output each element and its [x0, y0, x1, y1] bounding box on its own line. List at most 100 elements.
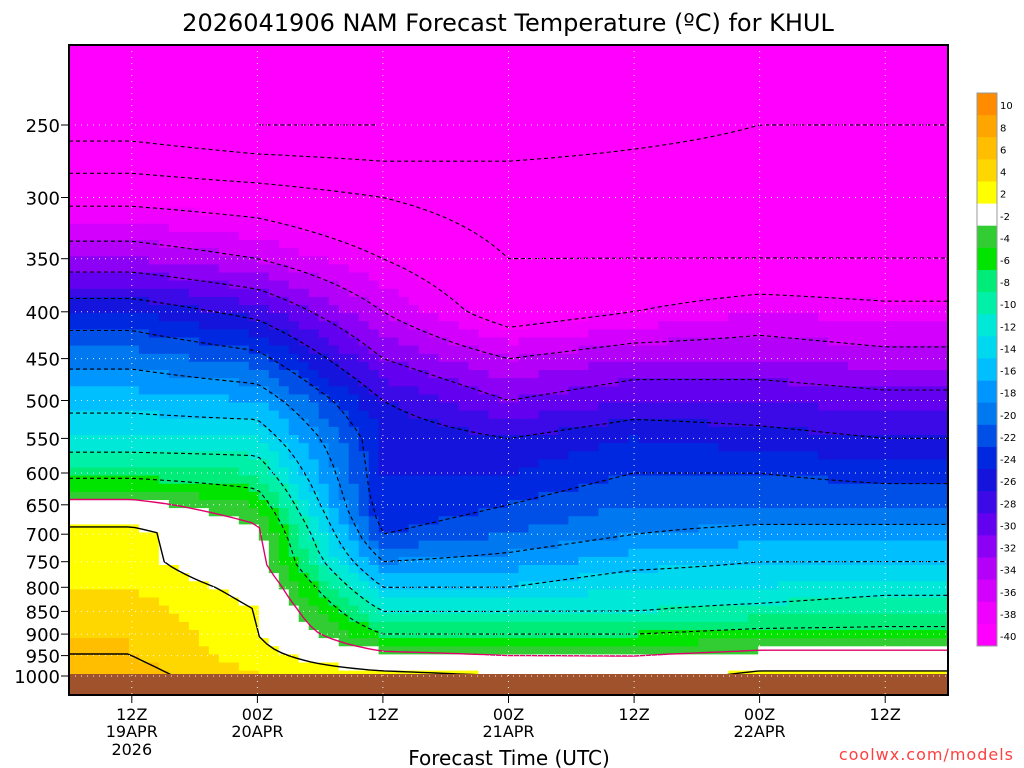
field-cell — [438, 191, 450, 200]
field-cell — [79, 256, 90, 265]
field-cell — [568, 402, 579, 412]
field-cell — [858, 110, 869, 119]
field-cell — [328, 231, 340, 241]
field-cell — [528, 199, 540, 209]
field-cell — [558, 296, 569, 306]
field-cell — [148, 329, 160, 339]
field-cell — [588, 353, 599, 363]
field-cell — [668, 337, 679, 347]
field-cell — [568, 223, 579, 233]
field-cell — [368, 443, 380, 452]
field-cell — [898, 321, 909, 330]
field-cell — [138, 402, 150, 412]
field-cell — [268, 467, 280, 477]
field-cell — [718, 183, 729, 192]
field-cell — [798, 337, 809, 347]
field-cell — [188, 85, 200, 95]
field-cell — [818, 77, 829, 87]
field-cell — [728, 199, 739, 209]
field-cell — [808, 410, 819, 420]
field-cell — [218, 69, 230, 79]
field-cell — [358, 158, 370, 168]
field-cell — [538, 313, 550, 322]
field-cell — [768, 256, 779, 265]
field-cell — [798, 264, 809, 274]
field-cell — [598, 45, 609, 54]
plot-area — [68, 44, 949, 696]
field-cell — [278, 93, 290, 103]
field-cell — [588, 248, 599, 257]
field-cell — [288, 280, 300, 290]
field-cell — [69, 61, 80, 70]
field-cell — [89, 134, 100, 144]
field-cell — [388, 491, 400, 501]
field-cell — [878, 77, 889, 87]
field-cell — [178, 110, 190, 119]
field-cell — [138, 110, 150, 119]
field-cell — [109, 134, 120, 144]
field-cell — [768, 337, 779, 347]
field-cell — [608, 264, 619, 274]
field-cell — [918, 240, 929, 249]
field-cell — [338, 53, 350, 62]
field-cell — [578, 288, 589, 298]
field-cell — [758, 475, 769, 485]
field-cell — [158, 305, 170, 314]
field-cell — [188, 296, 200, 306]
field-cell — [628, 402, 639, 412]
field-cell — [358, 467, 370, 477]
field-cell — [478, 85, 490, 95]
field-cell — [128, 199, 140, 209]
field-cell — [178, 459, 190, 469]
field-cell — [528, 264, 540, 274]
field-cell — [848, 101, 859, 111]
field-cell — [568, 248, 579, 257]
field-cell — [428, 394, 440, 404]
field-cell — [718, 85, 729, 95]
field-cell — [768, 321, 779, 330]
field-cell — [728, 45, 739, 54]
field-cell — [398, 61, 410, 70]
field-cell — [308, 378, 320, 387]
field-cell — [858, 118, 869, 127]
field-cell — [848, 296, 859, 306]
field-cell — [698, 500, 709, 509]
field-cell — [158, 378, 170, 387]
field-cell — [408, 483, 420, 493]
field-cell — [838, 378, 849, 387]
field-cell — [498, 426, 510, 436]
field-cell — [758, 126, 769, 135]
field-cell — [648, 93, 659, 103]
field-cell — [828, 256, 839, 265]
field-cell — [518, 158, 530, 168]
field-cell — [548, 500, 560, 509]
field-cell — [638, 256, 649, 265]
field-cell — [438, 142, 450, 152]
field-cell — [288, 183, 300, 192]
field-cell — [608, 215, 619, 225]
field-cell — [228, 475, 240, 485]
field-cell — [178, 483, 190, 493]
field-cell — [808, 435, 819, 444]
field-cell — [468, 386, 480, 395]
field-cell — [648, 248, 659, 257]
field-cell — [158, 118, 170, 127]
field-cell — [878, 61, 889, 70]
field-cell — [158, 353, 170, 363]
field-cell — [858, 256, 869, 265]
field-cell — [388, 361, 400, 371]
field-cell — [158, 402, 170, 412]
field-cell — [758, 118, 769, 127]
field-cell — [348, 223, 360, 233]
field-cell — [288, 402, 300, 412]
field-cell — [878, 101, 889, 111]
field-cell — [898, 93, 909, 103]
field-cell — [118, 191, 130, 200]
field-cell — [718, 53, 729, 62]
field-cell — [538, 93, 550, 103]
field-cell — [498, 45, 510, 54]
field-cell — [418, 248, 430, 257]
field-cell — [918, 248, 929, 257]
field-cell — [598, 215, 609, 225]
field-cell — [148, 280, 160, 290]
